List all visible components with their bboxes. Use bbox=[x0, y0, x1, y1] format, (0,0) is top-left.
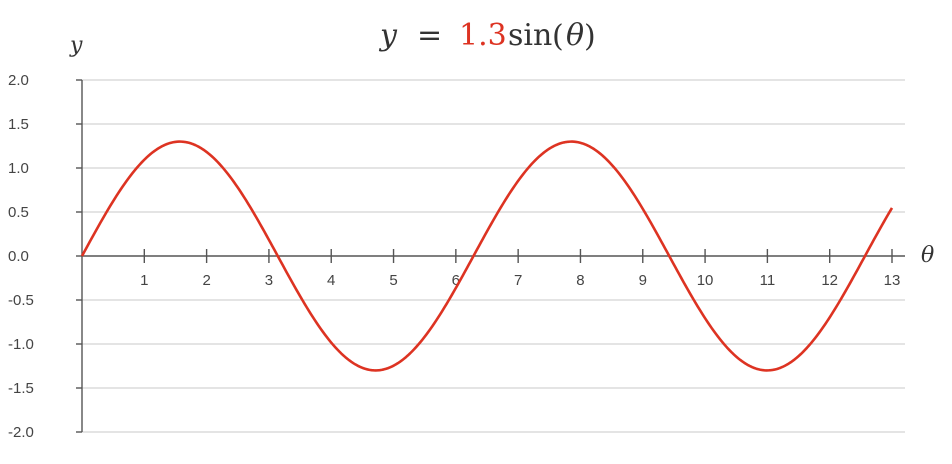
x-tick-label: 10 bbox=[697, 272, 714, 289]
x-tick-label: 11 bbox=[760, 272, 776, 289]
x-tick-label: 2 bbox=[202, 272, 210, 289]
y-tick-label: -1.5 bbox=[8, 380, 34, 397]
x-tick-label: 13 bbox=[884, 272, 901, 289]
y-axis-ticks: 2.0 1.5 1.0 0.5 0.0 -0.5 -1.0 -1.5 -2.0 bbox=[8, 72, 82, 441]
title-lhs: y bbox=[378, 18, 398, 53]
y-tick-label: -2.0 bbox=[8, 424, 34, 441]
x-tick-label: 7 bbox=[514, 272, 522, 289]
title-close-paren: ) bbox=[584, 19, 596, 54]
series-line-sine bbox=[80, 140, 894, 372]
title-function: sin bbox=[508, 18, 552, 53]
y-tick-label: -0.5 bbox=[8, 292, 34, 309]
y-tick-label: 0.5 bbox=[8, 204, 29, 221]
x-axis-label: θ bbox=[921, 243, 934, 268]
y-tick-label: 2.0 bbox=[8, 72, 29, 89]
title-equals: = bbox=[417, 18, 442, 53]
y-tick-label: -1.0 bbox=[8, 336, 34, 353]
title-argument: θ bbox=[566, 18, 584, 53]
y-tick-label: 1.0 bbox=[8, 160, 29, 177]
x-tick-label: 12 bbox=[821, 272, 838, 289]
x-tick-label: 6 bbox=[452, 272, 460, 289]
x-tick-label: 9 bbox=[639, 272, 647, 289]
gridlines bbox=[82, 79, 905, 433]
y-tick-label: 1.5 bbox=[8, 116, 29, 133]
chart-title: y = 1.3 sin ( θ ) bbox=[378, 18, 596, 54]
y-axis-label: y bbox=[69, 33, 83, 58]
x-tick-label: 4 bbox=[327, 272, 335, 289]
x-axis-ticks: 1 2 3 4 5 6 7 8 9 10 11 12 13 bbox=[140, 249, 900, 289]
title-coefficient: 1.3 bbox=[459, 18, 507, 53]
y-tick-label: 0.0 bbox=[8, 248, 29, 265]
x-tick-label: 5 bbox=[389, 272, 397, 289]
x-tick-label: 8 bbox=[576, 272, 584, 289]
title-open-paren: ( bbox=[552, 19, 564, 54]
x-tick-label: 1 bbox=[140, 272, 148, 289]
x-tick-label: 3 bbox=[265, 272, 273, 289]
